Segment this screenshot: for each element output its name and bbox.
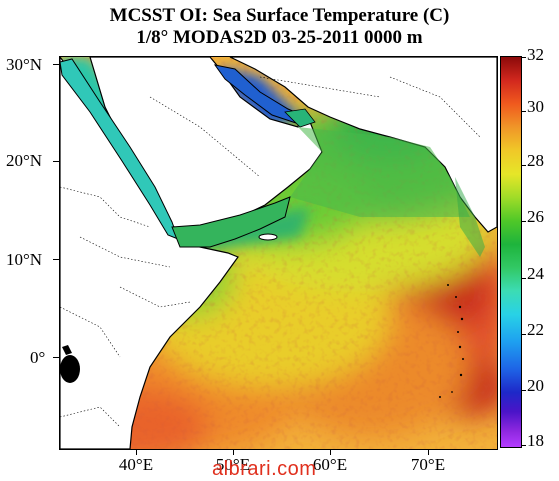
- colorbar-label-28: 28: [527, 151, 544, 170]
- lat-tick: [53, 64, 59, 65]
- lat-label-30n: 30°N: [6, 55, 43, 74]
- colorbar-label-22: 22: [527, 320, 544, 339]
- lat-label-20n: 20°N: [6, 151, 43, 170]
- sst-map: [59, 56, 498, 450]
- lake-victoria: [60, 355, 80, 383]
- lon-tick: [330, 449, 331, 455]
- lon-label-60e: 60°E: [312, 455, 348, 474]
- lat-label-10n: 10°N: [6, 250, 43, 269]
- lon-tick: [233, 449, 234, 455]
- colorbar-label-26: 26: [527, 207, 544, 226]
- lat-tick: [53, 161, 59, 162]
- colorbar-tick: [521, 390, 526, 391]
- colorbar-label-20: 20: [527, 376, 544, 395]
- sst-map-graphic: [60, 57, 497, 449]
- map-title-line2: 1/8° MODAS2D 03-25-2011 0000 m: [136, 27, 423, 48]
- lon-tick: [136, 449, 137, 455]
- islands: [439, 284, 464, 398]
- colorbar-label-30: 30: [527, 97, 544, 116]
- gulf-of-aden: [171, 196, 291, 248]
- colorbar-tick: [521, 278, 526, 279]
- political-borders: [60, 76, 481, 428]
- lon-label-50e: 50°E: [215, 455, 251, 474]
- lon-tick: [428, 449, 429, 455]
- colorbar-tick: [521, 221, 526, 222]
- colorbar-tick: [521, 111, 526, 112]
- colorbar-label-18: 18: [527, 431, 544, 450]
- colorbar-tick: [521, 165, 526, 166]
- temperature-colorbar: [500, 56, 522, 448]
- lon-label-40e: 40°E: [118, 455, 154, 474]
- colorbar-tick: [521, 445, 526, 446]
- colorbar-label-24: 24: [527, 264, 544, 283]
- lat-label-0: 0°: [30, 348, 46, 367]
- colorbar-tick: [521, 334, 526, 335]
- lat-tick: [53, 357, 59, 358]
- lat-tick: [53, 259, 59, 260]
- colorbar-tick: [521, 57, 526, 58]
- map-title-line1: MCSST OI: Sea Surface Temperature (C): [109, 5, 450, 26]
- watermark: albrari.com: [212, 458, 317, 480]
- colorbar-label-32: 32: [527, 45, 544, 64]
- lon-label-70e: 70°E: [410, 455, 446, 474]
